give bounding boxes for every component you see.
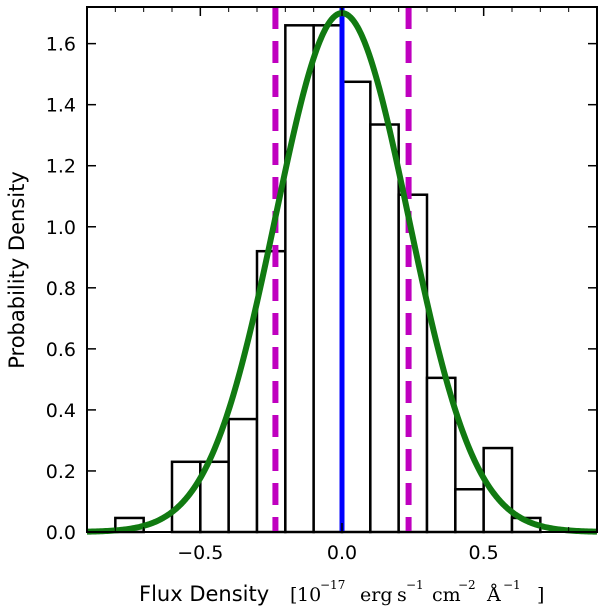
axis-ticks	[87, 7, 597, 533]
y-tick-label-9: 1.6	[46, 34, 76, 56]
histogram-bar-9	[369, 123, 400, 534]
x-axis-label: Flux Density [ 10 −17 erg s −1 cm −2 Å −…	[139, 578, 544, 606]
x-axis-unit-open: [	[290, 584, 297, 606]
histogram-bars	[114, 24, 542, 534]
x-axis-unit-exp-angstrom: −1	[503, 578, 521, 592]
x-axis-label-text: Flux Density	[139, 582, 269, 606]
y-axis-label: Probability Density	[5, 171, 29, 369]
y-tick-labels: 0.0 0.2 0.4 0.6 0.8 1.0 1.2 1.4 1.6	[46, 34, 76, 544]
histogram-bar-4	[227, 417, 259, 534]
y-tick-label-6: 1.0	[46, 217, 76, 239]
x-tick-label-2: 0.0	[327, 542, 357, 564]
x-tick-label-1: −0.5	[177, 542, 223, 564]
histogram-bar-7	[312, 24, 344, 534]
histogram-bar-8	[340, 80, 372, 534]
y-tick-label-1: 0.0	[46, 522, 76, 544]
x-tick-labels: −0.5 0.0 0.5	[177, 542, 499, 564]
x-axis-unit-base: 10	[297, 584, 321, 606]
y-tick-label-5: 0.8	[46, 278, 76, 300]
x-axis-unit-close: ]	[537, 584, 544, 606]
histogram-bar-5	[255, 249, 287, 534]
x-tick-label-3: 0.5	[469, 542, 499, 564]
x-axis-unit-erg: erg	[360, 584, 393, 606]
x-axis-unit-exp-base: −17	[320, 578, 345, 592]
x-axis-unit-exp-s: −1	[406, 578, 424, 592]
sigma-lines	[272, 7, 412, 532]
y-tick-label-8: 1.4	[46, 95, 76, 117]
histogram-bar-12	[454, 488, 485, 534]
y-tick-label-7: 1.2	[46, 156, 76, 178]
x-axis-unit-s: s	[397, 584, 407, 606]
x-axis-unit-angstrom: Å	[486, 584, 501, 606]
x-axis-unit-cm: cm	[432, 584, 461, 606]
histogram-bar-3	[199, 460, 230, 534]
y-tick-label-3: 0.4	[46, 400, 76, 422]
x-axis-unit-exp-cm: −2	[458, 578, 476, 592]
y-tick-label-4: 0.6	[46, 339, 76, 361]
y-tick-label-2: 0.2	[46, 461, 76, 483]
